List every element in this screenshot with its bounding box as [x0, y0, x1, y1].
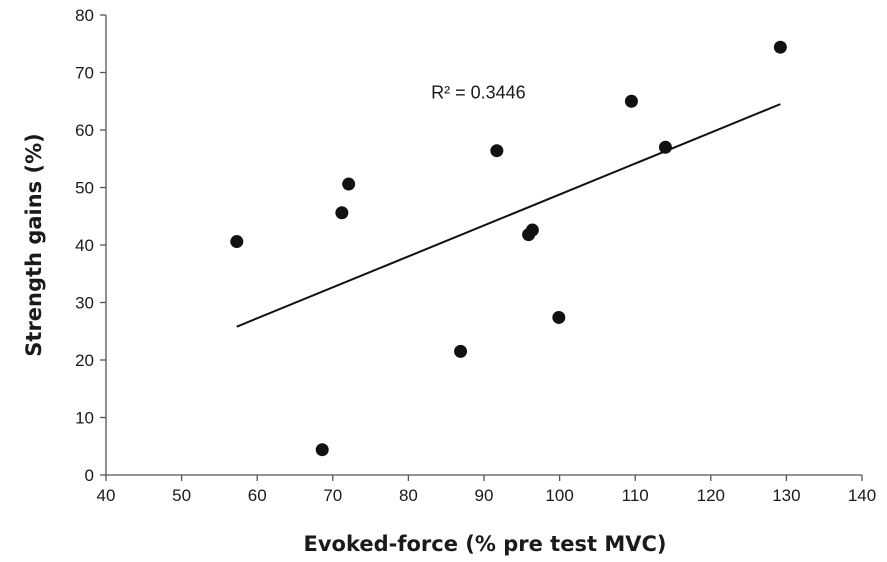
data-point — [454, 344, 468, 358]
data-point — [525, 223, 539, 237]
y-tick-label: 60 — [75, 121, 94, 140]
y-tick-label: 30 — [75, 294, 94, 313]
x-tick-label: 90 — [475, 486, 494, 505]
x-tick-label: 50 — [172, 486, 191, 505]
x-tick-label: 140 — [848, 486, 876, 505]
x-axis-ticks: 40 50 60 70 80 90 100 110 120 130 140 — [97, 475, 876, 505]
data-point — [552, 310, 566, 324]
x-tick-label: 130 — [772, 486, 800, 505]
y-tick-label: 0 — [85, 466, 94, 485]
data-point — [335, 206, 349, 220]
x-tick-label: 120 — [697, 486, 725, 505]
x-tick-label: 60 — [248, 486, 267, 505]
y-tick-label: 70 — [75, 64, 94, 83]
plot-area: 40 50 60 70 80 90 100 110 120 130 140 0 10 20 30 40 50 6… — [75, 6, 876, 505]
data-point — [230, 235, 244, 249]
data-point — [658, 140, 672, 154]
y-tick-label: 20 — [75, 351, 94, 370]
data-point — [315, 443, 329, 457]
x-tick-label: 70 — [323, 486, 342, 505]
y-tick-label: 40 — [75, 236, 94, 255]
data-point — [624, 94, 638, 108]
x-tick-label: 80 — [399, 486, 418, 505]
data-point — [773, 40, 787, 54]
x-tick-label: 100 — [545, 486, 573, 505]
data-point — [490, 144, 504, 158]
x-axis-title: Evoked-force (% pre test MVC) — [304, 532, 667, 556]
trendline — [236, 103, 781, 328]
y-tick-label: 50 — [75, 179, 94, 198]
data-point — [342, 177, 356, 191]
x-tick-label: 110 — [622, 486, 649, 505]
r-squared-annotation: R² = 0.3446 — [431, 82, 526, 102]
y-tick-label: 10 — [75, 409, 94, 428]
data-points — [230, 40, 787, 457]
y-axis-ticks: 0 10 20 30 40 50 60 70 80 — [75, 6, 106, 485]
y-axis-title: Strength gains (%) — [22, 133, 46, 356]
y-tick-label: 80 — [75, 6, 94, 25]
x-tick-label: 40 — [97, 486, 116, 505]
